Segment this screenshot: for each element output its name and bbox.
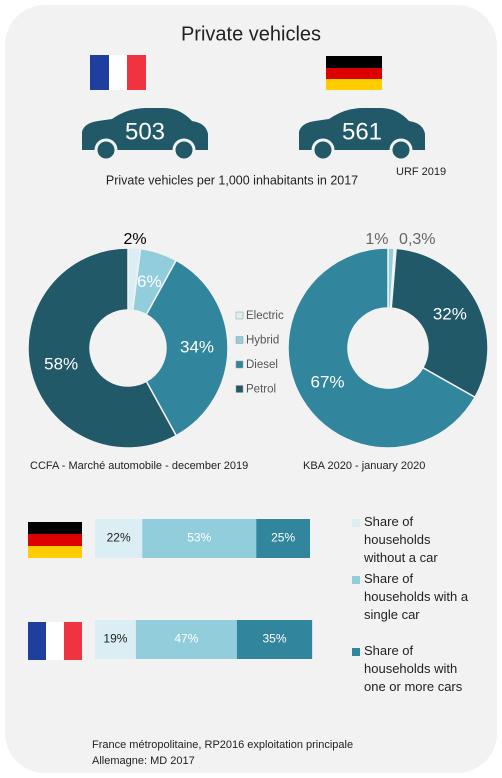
legend-swatch <box>235 385 244 393</box>
value-label: 58% <box>44 355 78 374</box>
car-value: 561 <box>342 118 382 145</box>
legend-swatch <box>235 360 244 369</box>
wheel <box>94 138 118 162</box>
car: 561 <box>299 108 425 162</box>
donut-slice <box>287 247 477 449</box>
value-label: 25% <box>271 531 295 545</box>
footer: France métropolitaine, RP2016 exploitati… <box>92 739 353 751</box>
legend-swatch <box>235 311 244 320</box>
value-label: 1% <box>365 231 388 248</box>
legend-label: Share of households with one or more cars <box>364 643 463 694</box>
wheel <box>172 138 196 162</box>
legend-label: Diesel <box>246 359 278 371</box>
donut-slice <box>145 259 229 437</box>
car: 503 <box>82 108 208 162</box>
bar-segment <box>256 519 310 558</box>
value-label: 32% <box>433 305 467 324</box>
footer: Allemagne: MD 2017 <box>92 755 195 767</box>
flag-france <box>28 622 82 660</box>
donut-slice <box>390 247 489 399</box>
value-label: 2% <box>123 231 146 248</box>
cars-source: URF 2019 <box>396 166 446 178</box>
source: KBA 2020 - january 2020 <box>303 460 425 472</box>
bar-segment <box>236 620 313 659</box>
cars-caption: Private vehicles per 1,000 inhabitants i… <box>106 173 358 187</box>
value-label: 22% <box>107 531 131 545</box>
card <box>5 5 497 773</box>
legend-label: Share of households with a single car <box>364 571 469 622</box>
legend-swatch <box>235 336 244 344</box>
car-value: 503 <box>125 118 165 145</box>
value-label: 19% <box>103 632 127 646</box>
legend-label: Electric <box>246 310 284 322</box>
legend-label: Petrol <box>246 384 276 396</box>
flag-germany <box>28 522 82 558</box>
value-label: 6% <box>137 272 162 291</box>
legend-swatch <box>352 648 360 656</box>
bar-segment <box>95 620 136 659</box>
source: CCFA - Marché automobile - december 2019 <box>30 460 248 472</box>
value-label: 35% <box>263 632 287 646</box>
flag-france <box>90 55 146 90</box>
legend-swatch <box>352 519 360 527</box>
wheel <box>311 138 335 162</box>
value-label: 34% <box>180 337 214 356</box>
flag-germany <box>326 56 382 90</box>
legend-label: Hybrid <box>246 335 279 347</box>
legend-label: Share of households without a car <box>363 514 438 565</box>
donut-slice <box>27 247 178 449</box>
bar-segment <box>135 620 237 659</box>
bar-segment <box>95 519 143 558</box>
title: Private vehicles <box>181 23 321 45</box>
value-label: 67% <box>311 373 345 392</box>
car-body <box>82 108 208 150</box>
legend-swatch <box>352 576 360 584</box>
wheel <box>389 138 413 162</box>
car-body <box>299 108 425 150</box>
value-label: 47% <box>174 632 198 646</box>
value-label: 53% <box>187 531 211 545</box>
bar-segment <box>142 519 257 558</box>
value-label: 0,3% <box>399 231 435 248</box>
